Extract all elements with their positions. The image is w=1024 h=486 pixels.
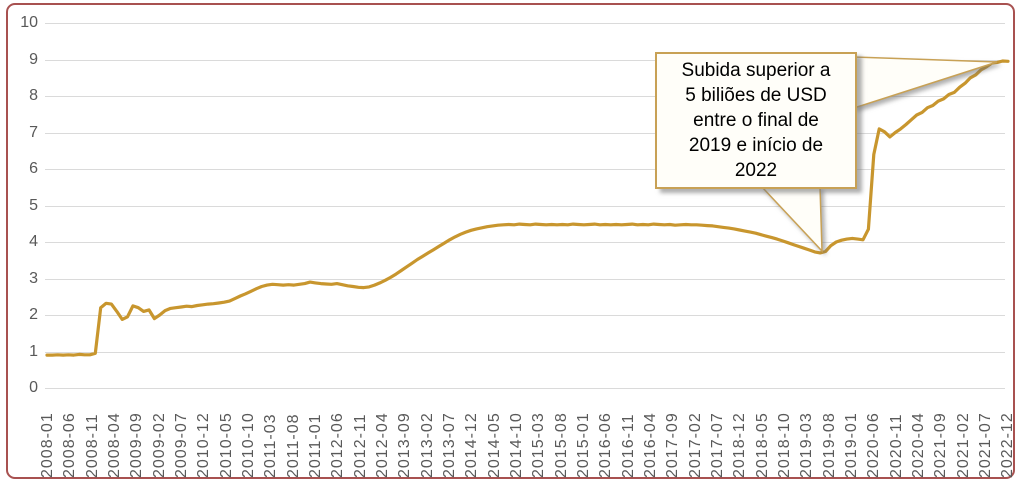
y-axis-tick-label: 3 — [29, 269, 38, 287]
gridline — [45, 388, 1005, 389]
gridline — [45, 96, 1005, 97]
x-axis-tick-label: 2016-06 — [597, 412, 615, 478]
y-axis-tick-label: 9 — [29, 50, 38, 68]
x-axis-tick-label: 2014-05 — [485, 412, 503, 478]
x-axis-tick-label: 2015-01 — [574, 412, 592, 478]
data-series-line — [45, 59, 1010, 357]
callout-pointer-to-dip — [760, 186, 823, 253]
x-axis-tick-label: 2010-10 — [239, 412, 257, 478]
x-axis-tick-label: 2018-12 — [731, 412, 749, 478]
x-axis-tick-label: 2022-12 — [999, 412, 1017, 478]
x-axis-tick-label: 2021-09 — [932, 412, 950, 478]
gridline — [45, 278, 1005, 280]
x-axis-tick-label: 2020-11 — [887, 413, 905, 478]
x-axis-tick-label: 2014-12 — [463, 412, 481, 478]
x-axis-tick-label: 2013-09 — [396, 412, 414, 478]
x-axis-tick-label: 2016-11 — [619, 413, 637, 478]
y-axis-tick-label: 10 — [20, 14, 38, 31]
callout-pointer-to-series-end — [853, 56, 998, 110]
x-axis-tick-label: 2019-08 — [820, 412, 838, 478]
y-axis-tick-label: 6 — [29, 160, 38, 177]
x-axis-tick-label: 2008-11 — [83, 413, 101, 478]
x-axis-tick-label: 2018-05 — [753, 412, 771, 478]
x-axis-tick-label: 2012-11 — [351, 413, 369, 478]
x-axis-tick-label: 2012-06 — [329, 412, 347, 478]
gridline — [45, 351, 1005, 353]
annotation-text: Subida superior a 5 biliões de USD entre… — [681, 60, 831, 181]
gridline — [45, 315, 1005, 316]
x-axis-tick-label: 2012-04 — [373, 412, 391, 478]
gridline — [45, 169, 1005, 170]
gridline — [45, 205, 1005, 207]
x-axis-tick-label: 2013-07 — [440, 412, 458, 478]
annotation-callout: Subida superior a 5 biliões de USD entre… — [655, 52, 857, 189]
y-axis-tick-label: 1 — [29, 342, 38, 360]
gridline — [45, 23, 1005, 24]
y-axis-tick-label: 5 — [29, 196, 38, 214]
x-axis-tick-label: 2016-04 — [641, 412, 659, 478]
y-axis-tick-label: 4 — [29, 233, 38, 250]
chart-frame-border — [6, 3, 1015, 479]
gridline — [45, 242, 1005, 243]
x-axis-tick-label: 2021-02 — [954, 412, 972, 478]
gridline — [45, 132, 1005, 134]
x-axis-tick-label: 2014-10 — [507, 412, 525, 478]
x-axis-tick-label: 2009-09 — [128, 412, 146, 478]
x-axis-tick-label: 2020-06 — [865, 412, 883, 478]
x-axis-tick-label: 2020-04 — [909, 412, 927, 478]
x-axis-tick-label: 2008-01 — [39, 412, 56, 478]
y-axis-tick-label: 8 — [29, 87, 38, 104]
y-axis-tick-label: 2 — [29, 306, 38, 323]
x-axis-tick-label: 2010-12 — [195, 412, 213, 478]
x-axis-tick-label: 2018-10 — [775, 412, 793, 478]
x-axis-tick-label: 2019-03 — [798, 412, 816, 478]
x-axis-tick-label: 2021-07 — [976, 412, 994, 478]
x-axis-tick-label: 2008-06 — [61, 412, 79, 478]
y-axis-tick-label: 7 — [29, 123, 38, 141]
x-axis-tick-label: 2011-03 — [262, 413, 280, 478]
x-axis-tick-label: 2013-02 — [418, 412, 436, 478]
x-axis-tick-label: 2008-04 — [105, 412, 123, 478]
x-axis-tick-label: 2017-09 — [664, 412, 682, 478]
gridline — [45, 59, 1005, 61]
x-axis-tick-label: 2011-01 — [306, 413, 324, 478]
x-axis-tick-label: 2019-01 — [842, 412, 860, 478]
x-axis-tick-label: 2015-03 — [530, 412, 548, 478]
x-axis-tick-label: 2017-02 — [686, 412, 704, 478]
x-axis-tick-label: 2009-02 — [150, 412, 168, 478]
x-axis-tick-label: 2009-07 — [172, 412, 190, 478]
y-axis-tick-label: 0 — [29, 379, 38, 396]
x-axis-tick-label: 2010-05 — [217, 412, 235, 478]
x-axis-tick-label: 2015-08 — [552, 412, 570, 478]
x-axis-tick-label: 2017-07 — [708, 412, 726, 478]
x-axis-tick-label: 2011-08 — [284, 413, 302, 478]
